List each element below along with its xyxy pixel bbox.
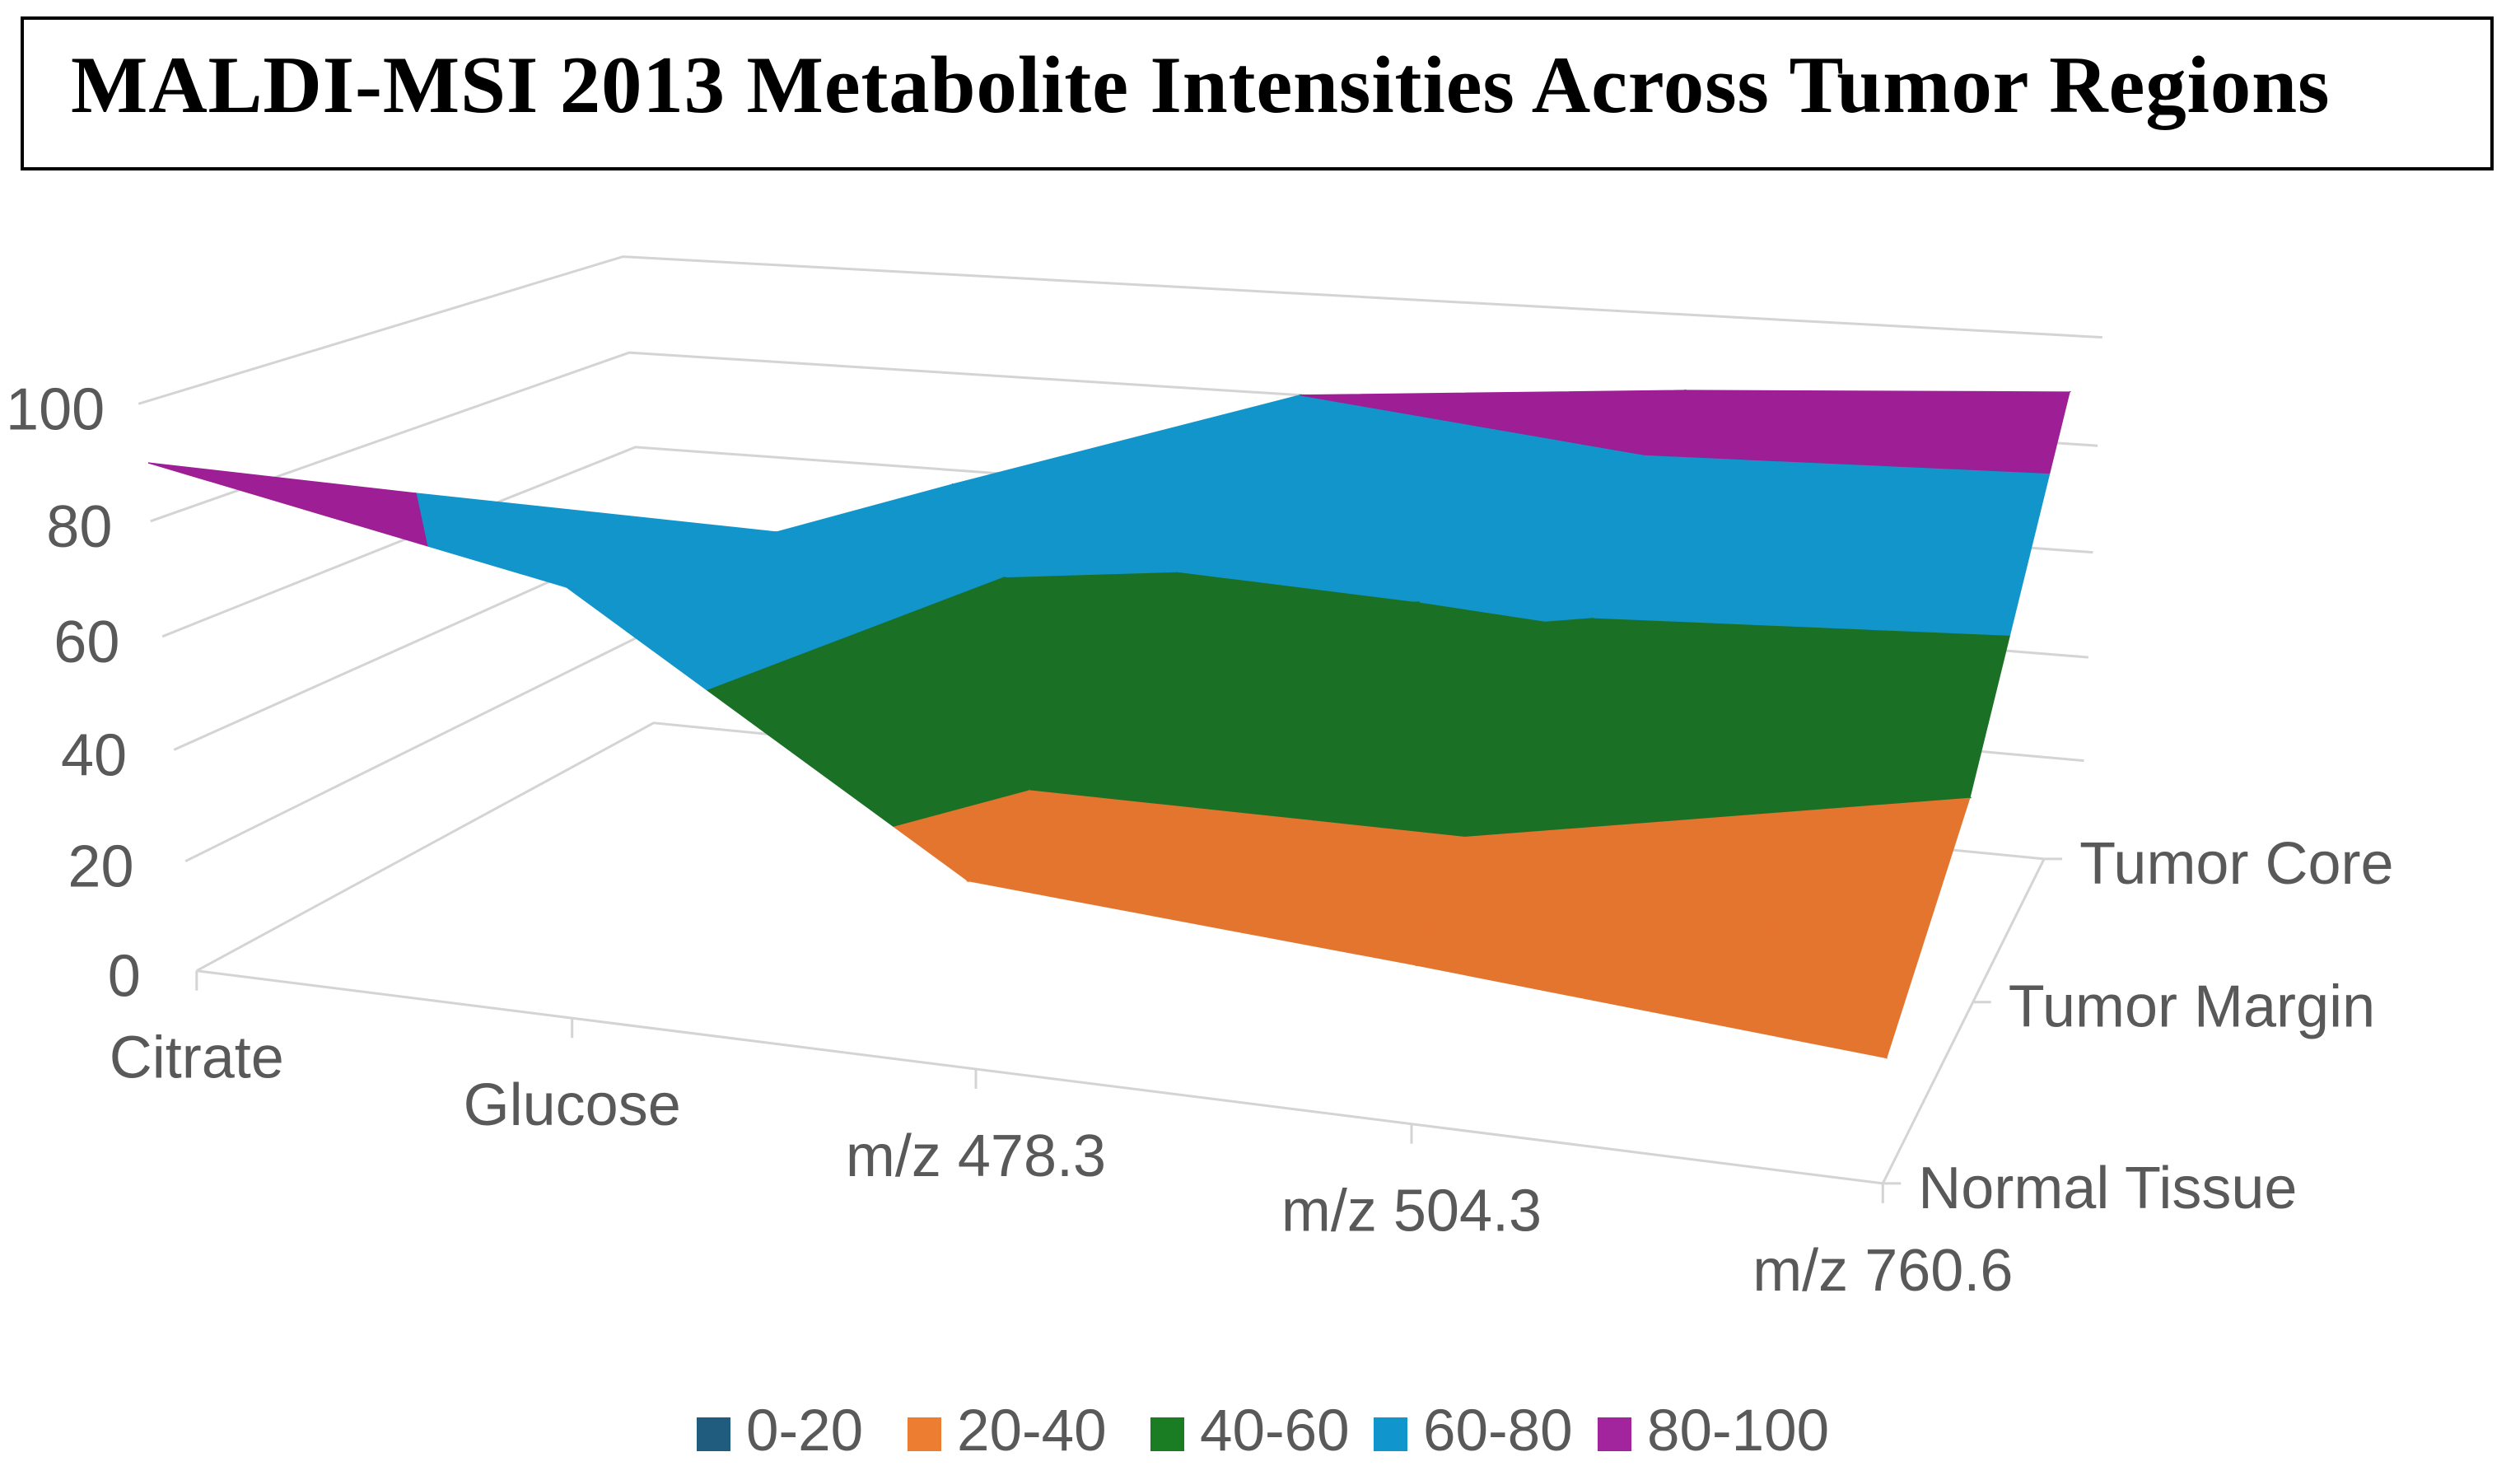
svg-text:m/z 760.6: m/z 760.6 [1752,1238,2013,1304]
svg-text:80: 80 [46,494,112,560]
svg-text:0: 0 [108,944,141,1010]
svg-text:m/z 504.3: m/z 504.3 [1281,1179,1542,1244]
svg-text:Citrate: Citrate [110,1025,284,1091]
svg-text:40: 40 [61,722,127,788]
svg-text:Normal Tissue: Normal Tissue [1918,1156,2297,1221]
svg-text:Tumor Core: Tumor Core [2079,831,2393,897]
svg-text:Glucose: Glucose [464,1072,681,1138]
svg-text:60: 60 [54,609,119,675]
svg-text:100: 100 [6,376,105,442]
svg-text:20: 20 [68,834,133,900]
svg-text:m/z 478.3: m/z 478.3 [846,1123,1106,1189]
svg-text:Tumor Margin: Tumor Margin [2009,974,2375,1040]
